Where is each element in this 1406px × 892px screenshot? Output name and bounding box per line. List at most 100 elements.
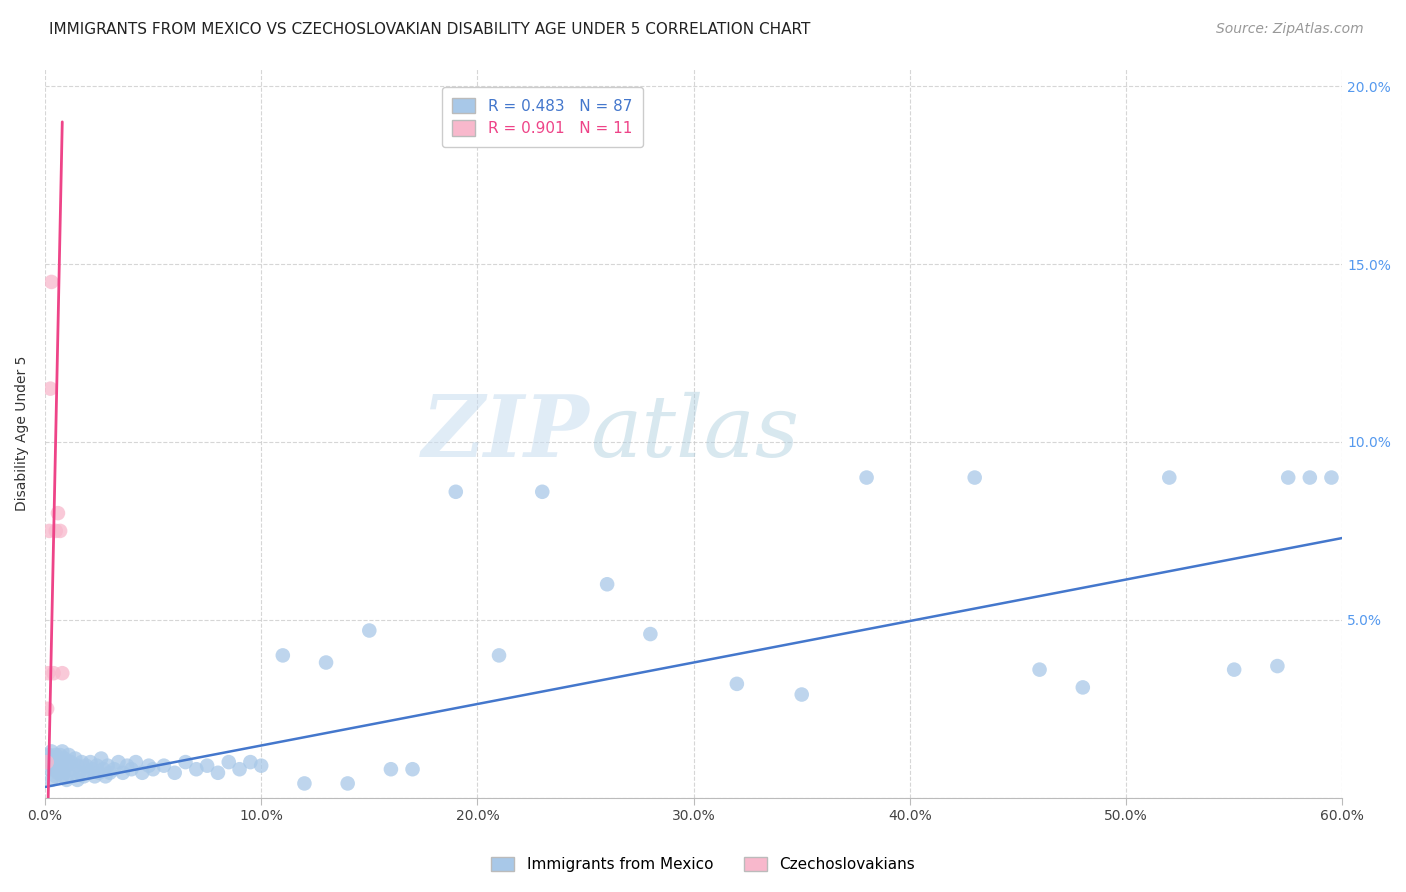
Point xyxy=(1223,663,1246,677)
Point xyxy=(228,762,250,776)
Point xyxy=(107,755,129,769)
Point xyxy=(55,772,77,787)
Point xyxy=(62,762,84,776)
Point xyxy=(51,666,73,681)
Point xyxy=(46,506,69,520)
Point xyxy=(94,769,117,783)
Point xyxy=(125,755,148,769)
Point xyxy=(93,762,115,776)
Point xyxy=(855,470,877,484)
Point xyxy=(380,762,402,776)
Point xyxy=(46,765,69,780)
Point xyxy=(39,382,62,396)
Point xyxy=(65,751,87,765)
Point xyxy=(488,648,510,663)
Point xyxy=(207,765,229,780)
Point xyxy=(315,656,337,670)
Point xyxy=(42,751,65,765)
Point xyxy=(83,769,105,783)
Point xyxy=(66,772,89,787)
Point xyxy=(250,758,273,772)
Point xyxy=(1320,470,1343,484)
Point xyxy=(35,755,58,769)
Point xyxy=(596,577,619,591)
Point xyxy=(725,677,748,691)
Point xyxy=(294,776,316,790)
Point xyxy=(73,769,96,783)
Point xyxy=(45,524,67,538)
Point xyxy=(640,627,662,641)
Point xyxy=(111,765,134,780)
Point xyxy=(55,758,77,772)
Point xyxy=(163,765,186,780)
Point xyxy=(49,524,72,538)
Point xyxy=(45,758,67,772)
Point xyxy=(138,758,160,772)
Point xyxy=(79,755,101,769)
Point xyxy=(1028,663,1050,677)
Point xyxy=(38,524,60,538)
Point xyxy=(41,772,63,787)
Point xyxy=(195,758,218,772)
Y-axis label: Disability Age Under 5: Disability Age Under 5 xyxy=(15,355,30,511)
Text: atlas: atlas xyxy=(591,392,799,475)
Point xyxy=(90,751,112,765)
Point xyxy=(49,762,72,776)
Point xyxy=(69,765,91,780)
Point xyxy=(1299,470,1322,484)
Point xyxy=(51,769,73,783)
Point xyxy=(41,275,63,289)
Point xyxy=(86,758,108,772)
Point xyxy=(77,765,100,780)
Point xyxy=(1277,470,1299,484)
Point xyxy=(239,755,262,769)
Text: ZIP: ZIP xyxy=(422,392,591,475)
Point xyxy=(359,624,381,638)
Point xyxy=(1071,681,1094,695)
Point xyxy=(131,765,153,780)
Point xyxy=(174,755,197,769)
Legend: Immigrants from Mexico, Czechoslovakians: Immigrants from Mexico, Czechoslovakians xyxy=(484,849,922,880)
Point xyxy=(66,758,89,772)
Point xyxy=(46,751,69,765)
Point xyxy=(401,762,423,776)
Point xyxy=(1159,470,1181,484)
Point xyxy=(41,744,63,758)
Point xyxy=(963,470,986,484)
Point xyxy=(37,702,59,716)
Point xyxy=(38,747,60,762)
Point xyxy=(120,762,142,776)
Point xyxy=(49,747,72,762)
Point xyxy=(103,762,125,776)
Point xyxy=(790,688,813,702)
Point xyxy=(75,758,97,772)
Point xyxy=(42,762,65,776)
Point xyxy=(82,762,104,776)
Point xyxy=(51,755,73,769)
Legend: R = 0.483   N = 87, R = 0.901   N = 11: R = 0.483 N = 87, R = 0.901 N = 11 xyxy=(441,87,643,146)
Point xyxy=(142,762,165,776)
Point xyxy=(38,762,60,776)
Point xyxy=(115,758,138,772)
Point xyxy=(531,484,554,499)
Point xyxy=(37,666,59,681)
Point xyxy=(53,751,76,765)
Point xyxy=(153,758,176,772)
Text: IMMIGRANTS FROM MEXICO VS CZECHOSLOVAKIAN DISABILITY AGE UNDER 5 CORRELATION CHA: IMMIGRANTS FROM MEXICO VS CZECHOSLOVAKIA… xyxy=(49,22,811,37)
Point xyxy=(87,765,110,780)
Point xyxy=(98,765,121,780)
Point xyxy=(218,755,240,769)
Point xyxy=(42,666,65,681)
Point xyxy=(51,744,73,758)
Point xyxy=(1267,659,1289,673)
Point xyxy=(59,769,82,783)
Point xyxy=(186,762,208,776)
Point xyxy=(41,755,63,769)
Point xyxy=(97,758,120,772)
Point xyxy=(70,755,93,769)
Point xyxy=(45,769,67,783)
Point xyxy=(58,747,80,762)
Point xyxy=(37,755,59,769)
Point xyxy=(336,776,359,790)
Point xyxy=(53,765,76,780)
